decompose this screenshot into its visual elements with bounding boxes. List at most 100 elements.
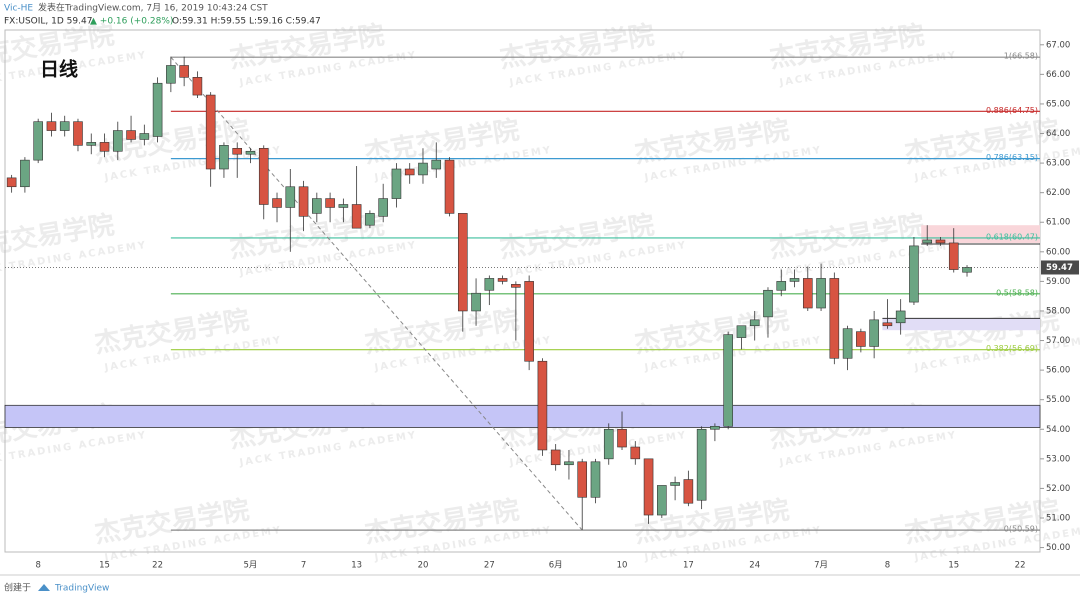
y-tick-label: 52.00 — [1046, 484, 1070, 494]
candle-body — [73, 121, 83, 146]
candle-body — [471, 292, 481, 312]
candle-body — [152, 82, 163, 137]
ohlc: O:59.31 H:59.55 L:59.16 C:59.47 — [172, 17, 321, 27]
y-tick-label: 58.00 — [1046, 306, 1070, 316]
candle-body — [258, 148, 269, 205]
candle-body — [511, 284, 521, 288]
candle-body — [431, 159, 442, 170]
candle-body — [325, 198, 335, 208]
fib-label: 1(66.58) — [1004, 52, 1038, 61]
candle-body — [643, 458, 654, 516]
fib-label: 0(50.59) — [1004, 525, 1038, 534]
x-tick-label: 15 — [99, 561, 110, 571]
author: Vic-HE — [4, 4, 33, 14]
candle-body — [882, 322, 893, 327]
x-tick-label: 5月 — [244, 561, 258, 571]
y-tick-label: 54.00 — [1046, 425, 1070, 435]
candle-body — [378, 198, 388, 217]
x-tick-label: 6月 — [549, 561, 563, 571]
candle-body — [550, 449, 561, 466]
plot: 1(66.58) 0.886(64.75) 0.786(63.15) 0.618(60… — [0, 29, 1080, 576]
candle-body — [59, 121, 70, 131]
candle-body — [484, 278, 495, 291]
brand-logo — [38, 584, 50, 591]
candle-body — [683, 479, 694, 504]
candle-body — [789, 278, 800, 282]
symbol: FX:USOIL, 1D 59.47 — [4, 17, 92, 27]
candle-body — [6, 177, 17, 188]
y-tick-label: 51.00 — [1046, 513, 1070, 523]
candle-body — [338, 204, 349, 208]
candle-body — [232, 148, 243, 155]
candle-body — [245, 150, 256, 155]
candle-body — [657, 485, 667, 516]
candle-body — [617, 428, 627, 448]
y-tick-label: 53.00 — [1046, 454, 1070, 464]
candle-body — [829, 278, 840, 359]
candle-body — [935, 239, 946, 244]
candle-body — [285, 186, 296, 208]
x-tick-label: 10 — [617, 561, 628, 571]
x-tick-label: 8 — [35, 561, 40, 571]
candle-body — [166, 65, 176, 84]
candle-body — [577, 461, 588, 498]
candle-body — [922, 239, 933, 244]
y-tick-label: 61.00 — [1046, 218, 1070, 228]
candle-body — [126, 130, 136, 140]
candle-body — [404, 168, 415, 176]
change: ▲ +0.16 (+0.28%) — [90, 17, 173, 27]
x-tick-label: 24 — [749, 561, 760, 571]
candle-body — [749, 319, 760, 327]
candle-body — [192, 77, 203, 96]
y-tick-label: 55.00 — [1046, 395, 1070, 405]
x-tick-label: 13 — [351, 561, 362, 571]
y-tick-label: 66.00 — [1046, 70, 1070, 80]
x-tick-label: 15 — [948, 561, 959, 571]
candle-body — [497, 278, 508, 282]
candle-body — [99, 142, 110, 152]
y-tick-label: 63.00 — [1046, 159, 1070, 169]
candle-body — [46, 121, 57, 131]
y-tick-label: 60.00 — [1046, 247, 1070, 257]
zone — [4, 404, 1041, 428]
candle-body — [139, 133, 150, 140]
candle-body — [895, 310, 906, 324]
candle-body — [418, 162, 428, 176]
x-tick-label: 27 — [484, 561, 495, 571]
fib-label: 0.5(58.58) — [996, 288, 1038, 297]
x-tick-label: 22 — [152, 561, 163, 571]
x-tick-label: 7月 — [814, 561, 828, 571]
x-tick-label: 20 — [418, 561, 429, 571]
candle-body — [564, 461, 574, 466]
candle-body — [312, 198, 322, 214]
fib-label: 0.618(60.47) — [986, 232, 1038, 241]
candle-body — [869, 319, 879, 347]
candle-body — [444, 159, 455, 214]
y-tick-label: 67.00 — [1046, 40, 1070, 50]
candle-body — [457, 213, 468, 312]
candle-body — [736, 325, 747, 338]
candle-body — [33, 121, 43, 161]
candle-body — [856, 331, 866, 347]
y-tick-label: 62.00 — [1046, 188, 1070, 198]
candle-body — [219, 145, 229, 170]
candle-body — [842, 328, 853, 359]
candle-body — [365, 213, 375, 226]
plot-frame — [4, 29, 1041, 553]
x-tick-label: 17 — [683, 561, 694, 571]
candle-body — [802, 278, 813, 309]
candle-body — [351, 204, 362, 229]
candle-body — [723, 334, 733, 427]
last-price-box — [1041, 260, 1079, 275]
y-tick-label: 56.00 — [1046, 366, 1070, 376]
candle-body — [391, 168, 402, 199]
candle-body — [272, 198, 282, 208]
candle-body — [816, 278, 826, 309]
candle-body — [962, 267, 972, 273]
candle-body — [524, 281, 534, 362]
fib-label: 0.382(56.69) — [986, 344, 1038, 353]
candle-body — [537, 360, 548, 451]
brand[interactable]: TradingView — [54, 584, 109, 594]
